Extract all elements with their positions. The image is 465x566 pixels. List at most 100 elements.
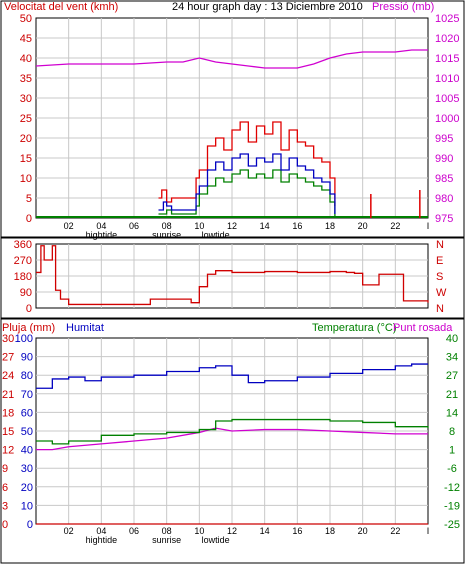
pressure-series <box>35 49 428 69</box>
wind-x-tick-label: 08 <box>162 221 172 231</box>
wind-x-tick-label: 04 <box>96 221 106 231</box>
wind-x-sublabel: sunrise <box>152 230 181 240</box>
wind-y-tick-label: 0 <box>26 213 32 225</box>
temperature-y-tick-label: 14 <box>446 407 458 419</box>
chart-title: 24 hour graph day : 13 Diciembre 2010 <box>172 1 363 13</box>
pressure-y-tick-label: 1015 <box>435 53 459 65</box>
climate-x-sublabel: lowtide <box>202 535 230 545</box>
temperature-y-tick-label: 21 <box>446 389 458 401</box>
pressure-y-tick-label: 985 <box>435 173 453 185</box>
wind-avg-series <box>158 153 336 214</box>
wind-x-sublabel: hightide <box>86 230 118 240</box>
climate-x-tick-label: 14 <box>260 526 270 536</box>
temperature-y-tick-label: -25 <box>444 519 460 531</box>
direction-y-tick-label: 270 <box>14 255 32 267</box>
wind-x-tick-label: 20 <box>358 221 368 231</box>
wind-y-tick-label: 40 <box>20 53 32 65</box>
wind-x-tick-label: 06 <box>129 221 139 231</box>
pressure-y-tick-label: 1025 <box>435 13 459 25</box>
direction-y-tick-label: 0 <box>26 303 32 315</box>
climate-x-tick-label: 10 <box>194 526 204 536</box>
wind-y-tick-label: 35 <box>20 73 32 85</box>
humidity-y-tick-label: 30 <box>21 463 33 475</box>
wind-low-series <box>158 169 336 218</box>
humidity-y-tick-label: 10 <box>21 500 33 512</box>
rain-y-tick-label: 3 <box>2 500 8 512</box>
pressure-y-tick-label: 990 <box>435 153 453 165</box>
humidity-series <box>36 363 428 389</box>
wind-y-tick-label: 45 <box>20 33 32 45</box>
rain-y-tick-label: 6 <box>2 482 8 494</box>
humidity-y-tick-label: 50 <box>21 426 33 438</box>
rain-y-tick-label: 24 <box>2 370 14 382</box>
climate-x-tick-label: 04 <box>96 526 106 536</box>
temperature-y-tick-label: 27 <box>446 370 458 382</box>
panel-frame-top <box>0 0 465 238</box>
climate-x-tick-label: 08 <box>162 526 172 536</box>
pressure-y-tick-label: 995 <box>435 133 453 145</box>
wind-x-tick-label: 14 <box>260 221 270 231</box>
wind-direction-series <box>36 245 429 306</box>
climate-x-tick-label: 12 <box>227 526 237 536</box>
pressure-y-tick-label: 1000 <box>435 113 459 125</box>
wind-x-tick-label: 10 <box>194 221 204 231</box>
pressure-y-tick-label: 980 <box>435 193 453 205</box>
pressure-y-tick-label: 975 <box>435 213 453 225</box>
rain-y-tick-label: 15 <box>2 426 14 438</box>
temperature-y-tick-label: 8 <box>449 426 455 438</box>
temperature-series <box>36 418 429 445</box>
direction-y-tick-label: 360 <box>14 239 32 251</box>
direction-compass-label: S <box>436 271 443 283</box>
pressure-y-tick-label: 1020 <box>435 33 459 45</box>
climate-x-tick-label: 16 <box>292 526 302 536</box>
rain-y-tick-label: 12 <box>2 445 14 457</box>
direction-compass-label: N <box>436 239 444 251</box>
rain-y-tick-label: 30 <box>2 333 14 345</box>
rain-y-tick-label: 9 <box>2 463 8 475</box>
humidity-y-tick-label: 70 <box>21 389 33 401</box>
humidity-temperature-chart: 0369121518212427300102030405060708090100… <box>2 333 460 545</box>
climate-x-sublabel: sunrise <box>152 535 181 545</box>
climate-x-tick-label: 02 <box>64 526 74 536</box>
pressure-y-tick-label: 1010 <box>435 73 459 85</box>
wind-x-tick-label: I <box>427 221 430 231</box>
wind-x-tick-label: 22 <box>390 221 400 231</box>
wind-y-tick-label: 10 <box>20 173 32 185</box>
temperature-y-tick-label: -6 <box>447 463 457 475</box>
wind-gust-series <box>158 121 336 206</box>
wind-y-tick-label: 15 <box>20 153 32 165</box>
climate-x-tick-label: I <box>427 526 430 536</box>
wind-x-tick-label: 16 <box>292 221 302 231</box>
rain-y-tick-label: 0 <box>2 519 8 531</box>
direction-compass-label: N <box>436 303 444 315</box>
humidity-y-tick-label: 60 <box>21 407 33 419</box>
rain-y-tick-label: 18 <box>2 407 14 419</box>
wind-y-tick-label: 30 <box>20 93 32 105</box>
humidity-y-tick-label: 0 <box>27 519 33 531</box>
wind-axis-title: Velocitat del vent (kmh) <box>4 1 118 13</box>
wind-x-tick-label: 18 <box>325 221 335 231</box>
climate-x-tick-label: 06 <box>129 526 139 536</box>
humidity-y-tick-label: 80 <box>21 370 33 382</box>
humidity-y-tick-label: 20 <box>21 482 33 494</box>
temperature-y-tick-label: 34 <box>446 352 458 364</box>
temperature-y-tick-label: 1 <box>449 445 455 457</box>
direction-compass-label: E <box>436 255 443 267</box>
climate-x-tick-label: 22 <box>390 526 400 536</box>
wind-x-tick-label: 12 <box>227 221 237 231</box>
temperature-y-tick-label: -19 <box>444 500 460 512</box>
rain-y-tick-label: 21 <box>2 389 14 401</box>
pressure-y-tick-label: 1005 <box>435 93 459 105</box>
wind-y-tick-label: 25 <box>20 113 32 125</box>
humidity-y-tick-label: 90 <box>21 352 33 364</box>
climate-x-sublabel: hightide <box>86 535 118 545</box>
rain-axis-title: Pluja (mm) <box>2 322 55 334</box>
panel-frame-middle <box>0 237 465 319</box>
wind-x-sublabel: lowtide <box>202 230 230 240</box>
climate-x-tick-label: 18 <box>325 526 335 536</box>
wind-y-tick-label: 5 <box>26 193 32 205</box>
rain-y-tick-label: 27 <box>2 352 14 364</box>
wind-y-tick-label: 20 <box>20 133 32 145</box>
